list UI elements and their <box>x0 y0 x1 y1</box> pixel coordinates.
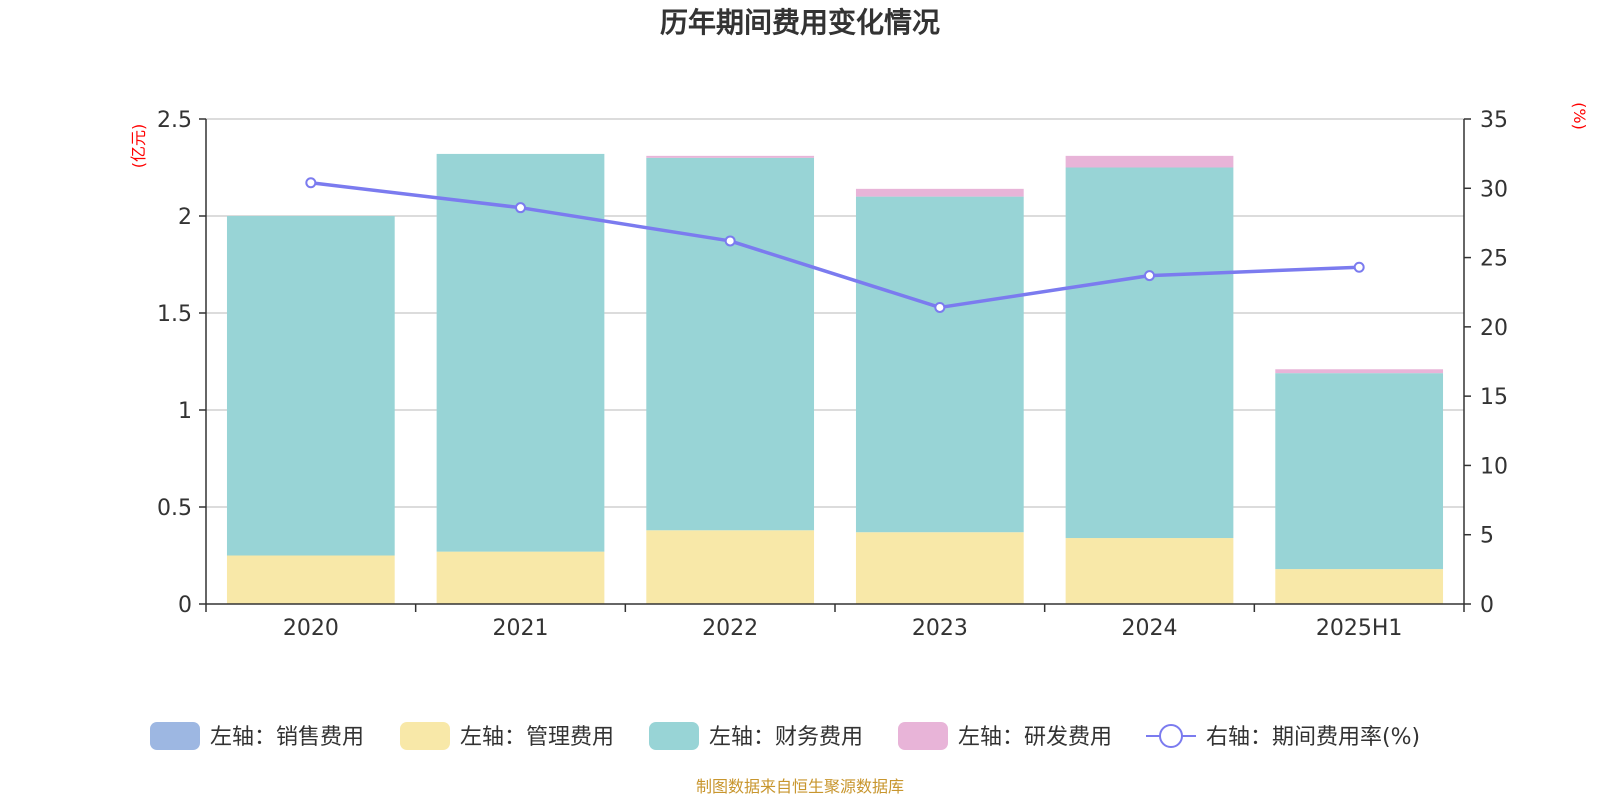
x-axis-tick-label: 2020 <box>283 616 339 641</box>
legend-swatch-1 <box>400 722 450 750</box>
bar-3-2022 <box>646 155 815 158</box>
grid-lines <box>206 118 1464 508</box>
rate-point-2022 <box>724 235 736 247</box>
legend-swatch-3 <box>898 722 948 750</box>
legend-label-3: 左轴：研发费用 <box>958 725 1112 750</box>
rate-point-2020 <box>305 177 317 189</box>
rate-line <box>310 181 1360 310</box>
bar-1-2021 <box>436 551 605 604</box>
bar-2-2025H1 <box>1275 373 1444 570</box>
bar-3-2025H1 <box>1275 369 1444 374</box>
bar-2-2022 <box>646 157 815 531</box>
legend-swatch-0 <box>150 722 200 750</box>
left-axis-tick-label: 2.5 <box>157 108 192 133</box>
rate-point-2021 <box>515 202 526 214</box>
x-axis-tick-label: 2024 <box>1122 616 1178 641</box>
legend-label-2: 左轴：财务费用 <box>709 725 863 750</box>
rate-point-2025H1 <box>1353 261 1365 273</box>
right-axis-tick-label: 10 <box>1480 454 1508 479</box>
right-axis-tick-label: 30 <box>1480 177 1508 202</box>
x-axis-tick-label: 2023 <box>912 616 968 641</box>
rate-line-series <box>305 177 1365 313</box>
left-axis-tick-label: 2 <box>178 205 192 230</box>
source-note: 制图数据来自恒生聚源数据库 <box>696 777 904 796</box>
bar-2-2020 <box>226 216 395 556</box>
right-axis-tick-label: 0 <box>1480 593 1494 618</box>
rate-point-2024 <box>1144 270 1155 282</box>
bar-3-2023 <box>855 188 1024 197</box>
bar-1-2025H1 <box>1275 569 1444 604</box>
bar-1-2023 <box>855 532 1024 604</box>
x-axis-tick-label: 2021 <box>493 616 549 641</box>
legend-swatch-2 <box>649 722 699 750</box>
bar-3-2024 <box>1065 155 1234 168</box>
legend-label-1: 左轴：管理费用 <box>460 725 614 750</box>
axes: 0 0.5 1 1.5 2 2.5 0 5 10 15 20 25 30 35 2020 2021 2022 20… <box>157 108 1508 641</box>
right-axis-tick-label: 5 <box>1480 524 1494 549</box>
rate-point-2023 <box>934 301 946 313</box>
left-axis-tick-label: 1 <box>178 399 192 424</box>
bar-1-2022 <box>646 530 815 604</box>
left-axis-unit: (亿元) <box>129 124 148 169</box>
bar-1-2024 <box>1065 538 1234 604</box>
x-axis-tick-label: 2022 <box>702 616 758 641</box>
right-axis-tick-label: 20 <box>1480 316 1508 341</box>
legend: 左轴：销售费用 左轴：管理费用 左轴：财务费用 左轴：研发费用 右轴：期间费用率(%) <box>150 722 1420 750</box>
bar-2-2024 <box>1065 167 1234 539</box>
right-axis-tick-label: 25 <box>1480 247 1508 272</box>
bar-series <box>226 153 1444 604</box>
left-axis-tick-label: 1.5 <box>157 302 192 327</box>
bar-2-2023 <box>855 196 1024 533</box>
legend-marker <box>1159 724 1183 748</box>
left-axis-tick-label: 0 <box>178 593 192 618</box>
right-axis-unit: (%) <box>1570 102 1589 130</box>
right-axis-tick-label: 35 <box>1480 108 1508 133</box>
legend-label-4: 右轴：期间费用率(%) <box>1206 725 1420 750</box>
legend-label-0: 左轴：销售费用 <box>210 725 364 750</box>
bar-2-2021 <box>436 153 605 552</box>
chart-title: 历年期间费用变化情况 <box>660 6 940 39</box>
x-axis-tick-label: 2025H1 <box>1316 616 1403 641</box>
left-axis-tick-label: 0.5 <box>157 496 192 521</box>
bar-1-2020 <box>226 555 395 604</box>
right-axis-tick-label: 15 <box>1480 385 1508 410</box>
